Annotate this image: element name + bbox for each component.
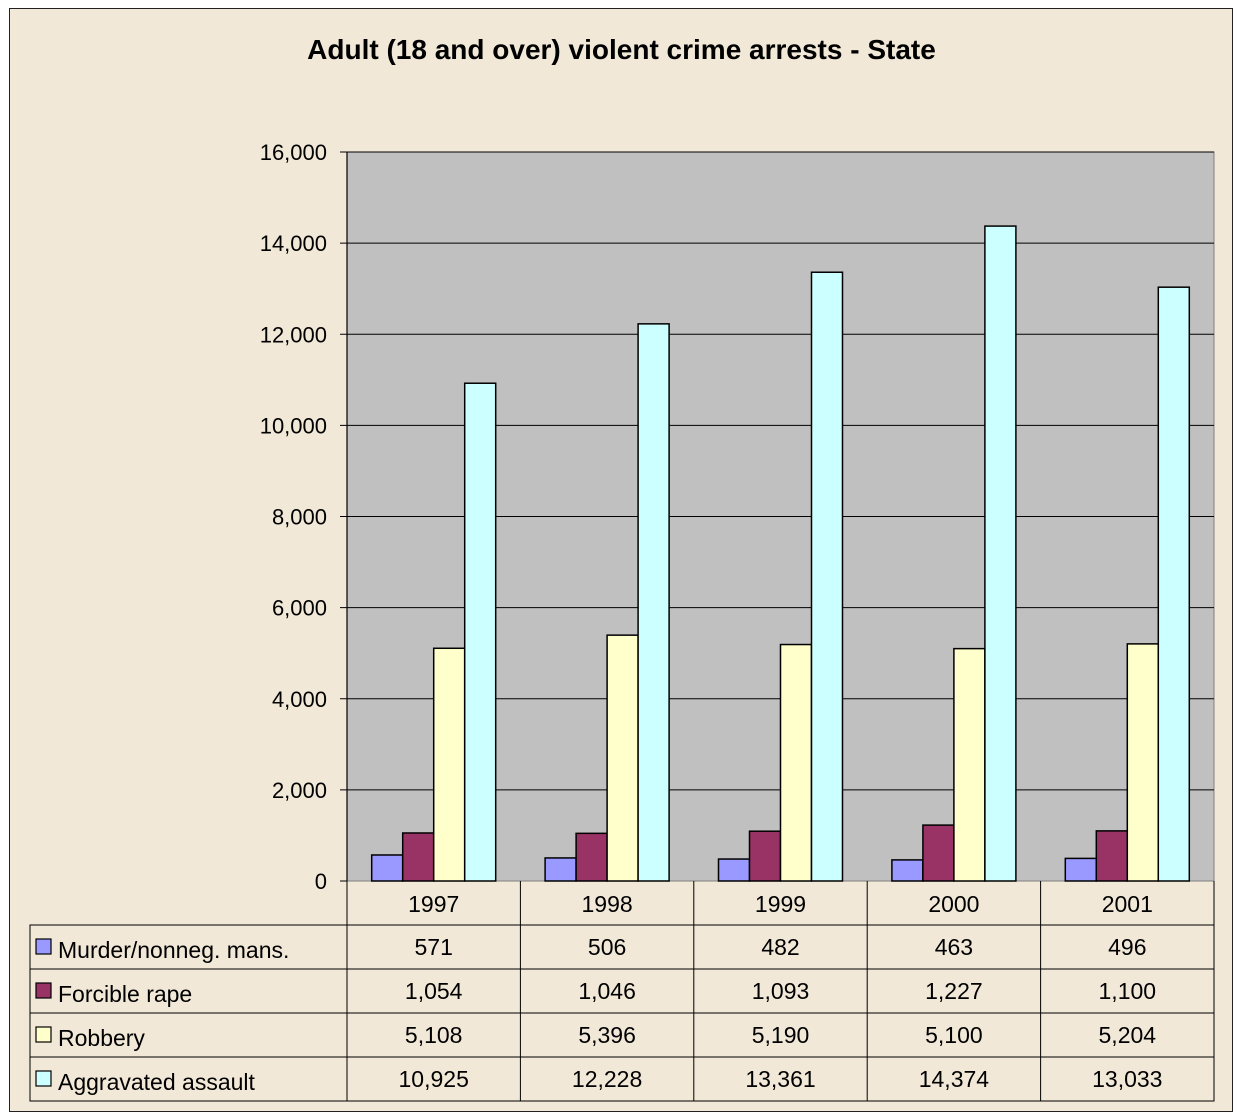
bar-aggravated-assault-2000 xyxy=(984,225,1017,882)
chart-title: Adult (18 and over) violent crime arrest… xyxy=(307,34,936,65)
data-label: 13,361 xyxy=(745,1066,815,1092)
data-label: 482 xyxy=(761,934,799,960)
bar-robbery-2001 xyxy=(1126,643,1160,882)
x-tick-label: 1997 xyxy=(408,891,459,917)
legend-label: Aggravated assault xyxy=(58,1069,256,1095)
bar-robbery-2000 xyxy=(953,647,986,882)
data-label: 1,046 xyxy=(578,978,636,1004)
legend-label: Robbery xyxy=(58,1025,145,1051)
bar-murder-nonneg-mans-1998 xyxy=(544,857,577,882)
bar-murder-nonneg-mans-2000 xyxy=(891,859,924,882)
bar-aggravated-assault-1998 xyxy=(637,323,670,882)
data-label: 5,204 xyxy=(1099,1022,1157,1048)
data-label: 571 xyxy=(415,934,453,960)
data-label: 10,925 xyxy=(399,1066,469,1092)
data-label: 463 xyxy=(935,934,973,960)
data-label: 1,100 xyxy=(1099,978,1157,1004)
data-label: 5,100 xyxy=(925,1022,983,1048)
data-label: 1,093 xyxy=(752,978,810,1004)
data-label: 1,054 xyxy=(405,978,463,1004)
legend-label: Murder/nonneg. mans. xyxy=(58,937,289,963)
y-tick-label: 6,000 xyxy=(272,596,327,621)
bar-aggravated-assault-1997 xyxy=(463,382,497,882)
y-tick-label: 10,000 xyxy=(260,413,327,438)
y-tick-label: 8,000 xyxy=(272,505,327,530)
bar-robbery-1997 xyxy=(432,647,466,882)
bar-aggravated-assault-2001 xyxy=(1157,286,1191,882)
x-tick-label: 1999 xyxy=(755,891,806,917)
y-tick-label: 16,000 xyxy=(260,140,327,165)
bar-murder-nonneg-mans-2001 xyxy=(1064,857,1098,882)
bar-forcible-rape-2000 xyxy=(922,824,955,882)
bar-robbery-1998 xyxy=(606,634,639,882)
y-tick-label: 2,000 xyxy=(272,778,327,803)
y-tick-label: 12,000 xyxy=(260,322,327,347)
y-tick-label: 4,000 xyxy=(272,687,327,712)
data-label: 496 xyxy=(1108,934,1146,960)
data-label: 5,396 xyxy=(578,1022,636,1048)
bar-aggravated-assault-1999 xyxy=(810,271,844,882)
legend-label: Forcible rape xyxy=(58,981,192,1007)
bar-robbery-1999 xyxy=(779,643,813,882)
y-tick-label: 0 xyxy=(315,869,327,894)
x-tick-label: 2001 xyxy=(1102,891,1153,917)
data-label: 506 xyxy=(588,934,626,960)
legend-swatch xyxy=(35,938,52,955)
y-tick-label: 14,000 xyxy=(260,231,327,256)
data-label: 5,108 xyxy=(405,1022,463,1048)
legend-swatch xyxy=(35,1070,52,1087)
bar-murder-nonneg-mans-1999 xyxy=(717,858,751,882)
data-label: 14,374 xyxy=(919,1066,990,1092)
bar-forcible-rape-1997 xyxy=(401,832,435,882)
bar-forcible-rape-2001 xyxy=(1095,830,1129,882)
data-label: 5,190 xyxy=(752,1022,810,1048)
data-label: 12,228 xyxy=(572,1066,642,1092)
bar-forcible-rape-1998 xyxy=(575,832,608,882)
data-label: 13,033 xyxy=(1092,1066,1162,1092)
bar-murder-nonneg-mans-1997 xyxy=(370,854,404,882)
x-tick-label: 1998 xyxy=(582,891,633,917)
legend-swatch xyxy=(35,982,52,999)
bar-forcible-rape-1999 xyxy=(748,830,782,882)
x-tick-label: 2000 xyxy=(928,891,979,917)
legend-swatch xyxy=(35,1026,52,1043)
data-label: 1,227 xyxy=(925,978,983,1004)
